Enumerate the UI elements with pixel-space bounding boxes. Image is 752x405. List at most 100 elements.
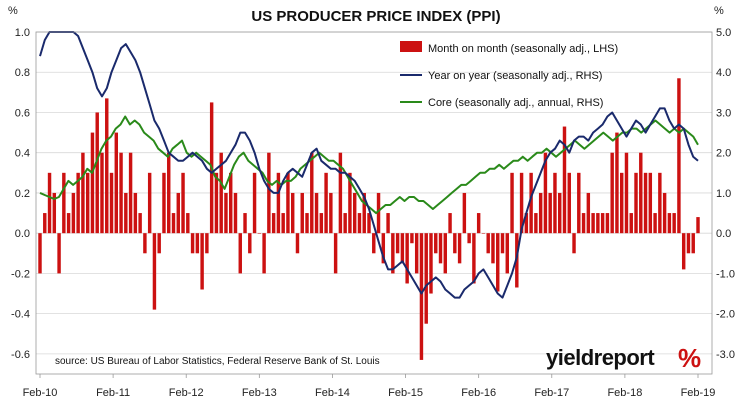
mom-bar [147, 172, 152, 234]
mom-bar [329, 192, 333, 234]
mom-bar [496, 233, 500, 292]
mom-bar [310, 152, 314, 234]
mom-bar [295, 233, 300, 254]
mom-bar [224, 192, 228, 234]
mom-bar [486, 233, 490, 254]
left-tick-label: 0.8 [15, 67, 30, 79]
mom-bar [414, 233, 419, 274]
mom-bar [314, 192, 319, 234]
x-tick-label: Feb-17 [534, 387, 569, 399]
mom-bar [62, 172, 66, 234]
mom-bar [381, 233, 386, 264]
mom-bar [324, 172, 328, 234]
mom-bar [610, 152, 614, 234]
mom-bar [395, 233, 400, 254]
mom-bar [686, 233, 691, 254]
mom-bar [600, 213, 605, 234]
x-tick-label: Feb-16 [461, 387, 496, 399]
left-tick-label: 1.0 [15, 27, 30, 39]
mom-bar [538, 192, 543, 234]
yoy-line [39, 31, 699, 299]
mom-bar [472, 233, 476, 284]
mom-bar [553, 172, 557, 234]
mom-bar [629, 213, 633, 234]
mom-bar [677, 78, 681, 234]
mom-bar [262, 233, 266, 274]
mom-bar [195, 233, 200, 254]
mom-bar [138, 213, 142, 234]
axes: 1.0 0.8 0.6 0.4 0.2 0.0 -0.2 -0.4 -0.6 5.0 4.0 3.0 2… [11, 27, 735, 399]
x-tick-label: Feb-14 [315, 387, 350, 399]
mom-bar [281, 213, 285, 234]
left-tick-label: 0.6 [15, 107, 30, 119]
mom-bar [591, 213, 595, 234]
mom-bar [467, 233, 471, 244]
chart-title: US PRODUCER PRICE INDEX (PPI) [251, 8, 500, 25]
x-tick-label: Feb-15 [388, 387, 423, 399]
mom-bar [214, 172, 219, 234]
mom-bar [619, 172, 624, 234]
mom-bar [71, 192, 76, 234]
mom-bar [529, 172, 533, 234]
mom-bar [672, 213, 676, 234]
mom-bar [152, 233, 157, 310]
mom-bar [434, 233, 438, 254]
mom-bar [643, 172, 648, 234]
mom-bar [386, 213, 390, 234]
mom-bar [90, 132, 95, 234]
brand-percent-icon: % [678, 343, 701, 373]
mom-bar [624, 152, 629, 234]
mom-bar [558, 192, 562, 234]
mom-bar [681, 233, 686, 270]
x-tick-label: Feb-13 [242, 387, 277, 399]
mom-bar [543, 152, 548, 234]
mom-bar [653, 213, 657, 234]
right-tick-label: 0.0 [716, 228, 731, 240]
left-tick-label: 0.0 [15, 228, 30, 240]
right-tick-label: -3.0 [716, 349, 735, 361]
mom-bars [38, 78, 700, 360]
mom-bar [128, 152, 133, 234]
mom-bar [52, 192, 57, 234]
mom-bar [639, 152, 643, 234]
mom-bar [81, 152, 85, 234]
right-tick-label: 1.0 [716, 188, 731, 200]
mom-bar [43, 213, 47, 234]
mom-bar [510, 172, 514, 234]
mom-bar [357, 213, 362, 234]
mom-bar [505, 233, 509, 274]
mom-bar [229, 172, 233, 234]
mom-bar [648, 172, 653, 234]
mom-bar [376, 192, 381, 234]
mom-bar [586, 192, 591, 234]
left-tick-label: 0.4 [15, 148, 30, 160]
mom-bar [572, 233, 576, 254]
left-tick-label: 0.2 [15, 188, 30, 200]
mom-bar [85, 172, 90, 234]
right-tick-label: 3.0 [716, 107, 731, 119]
mom-bar [352, 192, 357, 234]
mom-bar [276, 172, 281, 234]
mom-bar [634, 172, 638, 234]
mom-bar [615, 132, 619, 234]
mom-bar [143, 233, 147, 254]
mom-bar [305, 213, 309, 234]
mom-bar [391, 233, 395, 274]
mom-bar [257, 233, 262, 234]
mom-bar [167, 152, 171, 234]
left-tick-label: -0.6 [11, 349, 30, 361]
mom-bar [238, 233, 242, 274]
mom-bar [319, 213, 324, 234]
mom-bar [233, 192, 238, 234]
series-lines [39, 31, 699, 299]
mom-bar [372, 233, 376, 254]
mom-bar [252, 172, 257, 234]
mom-bar [367, 213, 371, 234]
mom-bar [333, 233, 338, 274]
legend-label-mom: Month on month (seasonally adj., LHS) [428, 43, 618, 55]
legend-swatch-mom [400, 41, 422, 52]
mom-bar [190, 233, 195, 254]
mom-bar [476, 213, 481, 234]
